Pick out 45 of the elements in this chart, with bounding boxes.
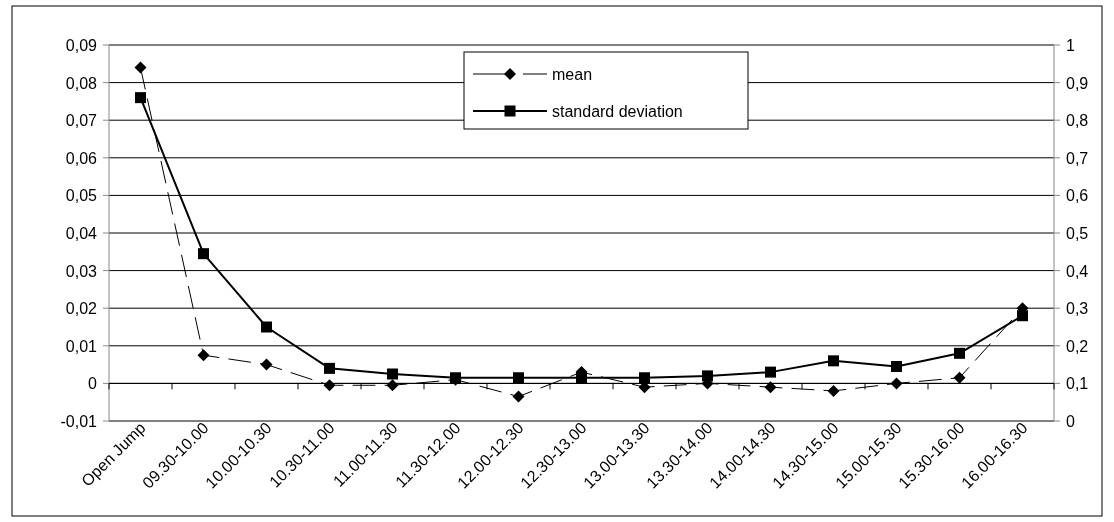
point: [198, 248, 209, 260]
y2-tick-label: 0,3: [1066, 300, 1089, 318]
y2-tick-label: 0,6: [1066, 187, 1089, 205]
point: [513, 372, 524, 384]
y-tick-label: 0,08: [65, 74, 98, 92]
y-tick-label: 0,01: [65, 337, 98, 355]
y-tick-label: 0,09: [65, 37, 98, 54]
y2-tick-label: 0,8: [1066, 112, 1089, 130]
point: [323, 379, 336, 392]
y-tick-label: 0: [88, 375, 98, 393]
y2-tick-label: 0: [1066, 413, 1075, 430]
point: [512, 390, 525, 403]
y-tick-label: 0,05: [65, 187, 98, 205]
y2-tick-label: 0,1: [1066, 375, 1089, 393]
point: [828, 355, 839, 367]
point: [827, 384, 840, 397]
y-tick-label: 0,06: [65, 149, 98, 167]
point: [387, 368, 398, 380]
y-tick-label: 0,02: [65, 300, 98, 318]
y2-tick-label: 1: [1066, 37, 1075, 54]
y2-tick-label: 0,7: [1066, 149, 1089, 167]
y-tick-label: 0,04: [65, 225, 98, 242]
y-tick-label: -0,01: [60, 413, 98, 430]
point: [764, 381, 777, 394]
y2-tick-label: 0,5: [1066, 225, 1089, 242]
point: [386, 379, 399, 392]
point: [197, 349, 210, 362]
y2-tick-label: 0,9: [1066, 74, 1089, 92]
y2-tick-label: 0,4: [1066, 262, 1089, 280]
legend-label: standard deviation: [552, 103, 683, 120]
y2-tick-label: 0,2: [1066, 337, 1089, 355]
y-tick-label: 0,03: [65, 262, 98, 280]
point: [890, 377, 903, 390]
point: [765, 366, 776, 378]
point: [639, 372, 650, 384]
point: [134, 61, 147, 74]
point: [135, 92, 146, 104]
point: [324, 362, 335, 374]
point: [260, 358, 273, 371]
point: [953, 371, 966, 384]
point: [954, 347, 965, 359]
y-tick-label: 0,07: [65, 112, 98, 130]
legend-label: mean: [552, 66, 593, 83]
point: [891, 360, 902, 372]
point: [261, 321, 272, 333]
